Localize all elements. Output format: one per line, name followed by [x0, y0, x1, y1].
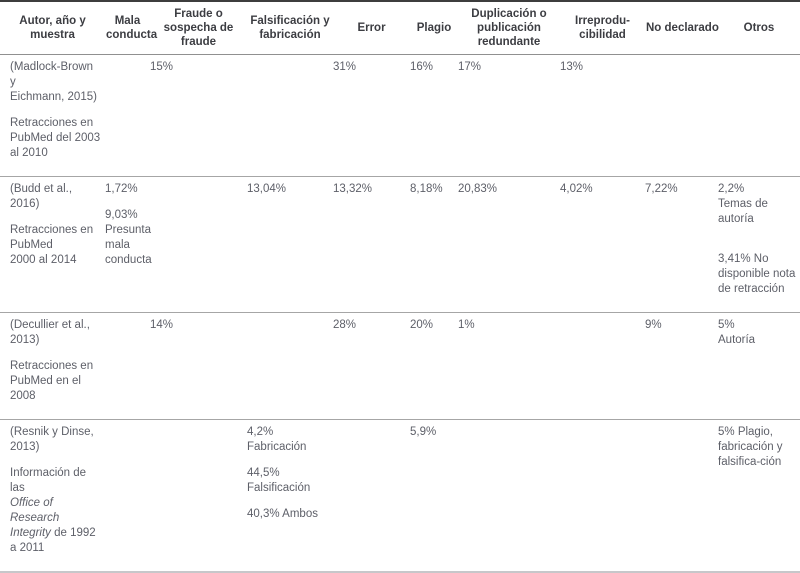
- cell-paragraph: 7,22%: [645, 183, 678, 195]
- table-cell: (Budd et al., 2016) Retracciones en PubMe…: [0, 176, 105, 313]
- cell-paragraph: 1%: [458, 319, 475, 331]
- table-cell: 31%: [333, 54, 410, 177]
- cell-paragraph: 31%: [333, 61, 357, 73]
- table-cell: [247, 54, 333, 177]
- table-cell: 8,18%: [410, 176, 458, 313]
- column-header-1: Autor, año y muestra: [0, 1, 105, 55]
- table-cell: 28%: [333, 312, 410, 420]
- table-cell: [150, 176, 247, 313]
- column-header-4: Falsificación y fabricación: [247, 1, 333, 55]
- cell-paragraph: 2,2% Temas de autoría: [718, 183, 768, 225]
- cell-paragraph: 15%: [150, 61, 174, 73]
- table-cell: [560, 312, 645, 420]
- table-row: (Budd et al., 2016) Retracciones en PubMe…: [0, 176, 800, 313]
- table-row: (Madlock-Brown y Eichmann, 2015) Retracci…: [0, 54, 800, 177]
- table-cell: [105, 54, 150, 177]
- cell-paragraph: 14%: [150, 319, 174, 331]
- cell-paragraph: Retracciones en PubMed 2000 al 2014: [10, 224, 94, 266]
- cell-paragraph: 9,03% Presunta mala conducta: [105, 209, 152, 266]
- table-cell: 2,2% Temas de autoría 3,41% No disponible…: [718, 176, 800, 313]
- table-cell: 13,32%: [333, 176, 410, 313]
- table-cell: [105, 312, 150, 420]
- column-header-2: Mala conducta: [105, 1, 157, 55]
- table-cell: 1,72% 9,03% Presunta mala conducta: [105, 176, 152, 313]
- cell-paragraph: (Decullier et al., 2013): [10, 319, 90, 346]
- column-header-3: Fraude o sospecha de fraude: [150, 1, 247, 55]
- cell-paragraph: 44,5% Falsificación: [247, 467, 311, 494]
- table-cell: 16%: [410, 54, 458, 177]
- cell-paragraph: 5% Autoría: [718, 319, 756, 346]
- table-cell: [247, 312, 333, 420]
- column-header-5: Error: [333, 1, 410, 55]
- table-cell: 4,02%: [560, 176, 645, 313]
- table-row: (Decullier et al., 2013) Retracciones en …: [0, 312, 800, 420]
- table-cell: 14%: [150, 312, 247, 420]
- cell-paragraph: Retracciones en PubMed del 2003 al 2010: [10, 117, 101, 159]
- cell-paragraph: 13%: [560, 61, 584, 73]
- cell-paragraph: 5% Plagio, fabricación y falsifica-ción: [718, 426, 783, 468]
- column-header-10: Otros: [718, 1, 800, 55]
- table-cell: [150, 420, 247, 573]
- table-cell: 20%: [410, 312, 458, 420]
- cell-paragraph: 3,41% No disponible nota de retracción: [718, 253, 796, 295]
- table-body: (Madlock-Brown y Eichmann, 2015) Retracci…: [0, 54, 800, 573]
- table-row: (Resnik y Dinse, 2013) Información de las…: [0, 420, 800, 573]
- cell-paragraph: (Resnik y Dinse, 2013): [10, 426, 94, 453]
- table-cell: [560, 420, 645, 573]
- column-header-9: No declarado: [645, 1, 719, 55]
- table-cell: 4,2% Fabricación 44,5% Falsificación 40,3%…: [247, 420, 333, 573]
- table-cell: 1%: [458, 312, 560, 420]
- column-header-6: Plagio: [410, 1, 458, 55]
- cell-paragraph: 9%: [645, 319, 662, 331]
- table-cell: 5,9%: [410, 420, 458, 573]
- cell-paragraph: 17%: [458, 61, 482, 73]
- table-cell: 17%: [458, 54, 560, 177]
- cell-paragraph: (Madlock-Brown y Eichmann, 2015): [10, 61, 97, 103]
- table-header-row: Autor, año y muestra Mala conducta Fraude …: [0, 1, 800, 55]
- cell-paragraph: 20,83%: [458, 183, 498, 195]
- cell-paragraph: 1,72%: [105, 183, 138, 195]
- cell-paragraph: 4,2% Fabricación: [247, 426, 307, 453]
- table-cell: 20,83%: [458, 176, 560, 313]
- table-cell: 7,22%: [645, 176, 718, 313]
- column-header-8: Irreprodu-cibilidad: [560, 1, 645, 55]
- table-cell: [718, 54, 800, 177]
- cell-paragraph: 13,32%: [333, 183, 373, 195]
- table-cell: [645, 54, 718, 177]
- column-header-7: Duplicación o publicación redundante: [458, 1, 560, 55]
- cell-paragraph: 40,3% Ambos: [247, 508, 318, 520]
- cell-paragraph: 5,9%: [410, 426, 437, 438]
- cell-paragraph: 20%: [410, 319, 434, 331]
- table-cell: 5% Autoría: [718, 312, 800, 420]
- table-cell: 15%: [150, 54, 247, 177]
- cell-paragraph: (Budd et al., 2016): [10, 183, 73, 210]
- paragraph-spacer: [718, 238, 796, 241]
- cell-paragraph: 4,02%: [560, 183, 593, 195]
- table-cell: 9%: [645, 312, 718, 420]
- cell-paragraph: 16%: [410, 61, 434, 73]
- table-cell: 13,04%: [247, 176, 333, 313]
- table-cell: (Decullier et al., 2013) Retracciones en …: [0, 312, 105, 420]
- cell-paragraph: 8,18%: [410, 183, 443, 195]
- cell-paragraph: 13,04%: [247, 183, 287, 195]
- table-cell: [333, 420, 410, 573]
- table-cell: (Madlock-Brown y Eichmann, 2015) Retracci…: [0, 54, 105, 177]
- cell-paragraph: Información de las Office of Research In…: [10, 467, 96, 554]
- table-cell: [645, 420, 718, 573]
- table-cell: (Resnik y Dinse, 2013) Información de las…: [0, 420, 105, 573]
- table-cell: 13%: [560, 54, 645, 177]
- table-cell: [105, 420, 150, 573]
- table-cell: 5% Plagio, fabricación y falsifica-ción: [718, 420, 800, 573]
- cell-paragraph: Retracciones en PubMed en el 2008: [10, 360, 94, 402]
- table-cell: [458, 420, 560, 573]
- cell-paragraph: 28%: [333, 319, 357, 331]
